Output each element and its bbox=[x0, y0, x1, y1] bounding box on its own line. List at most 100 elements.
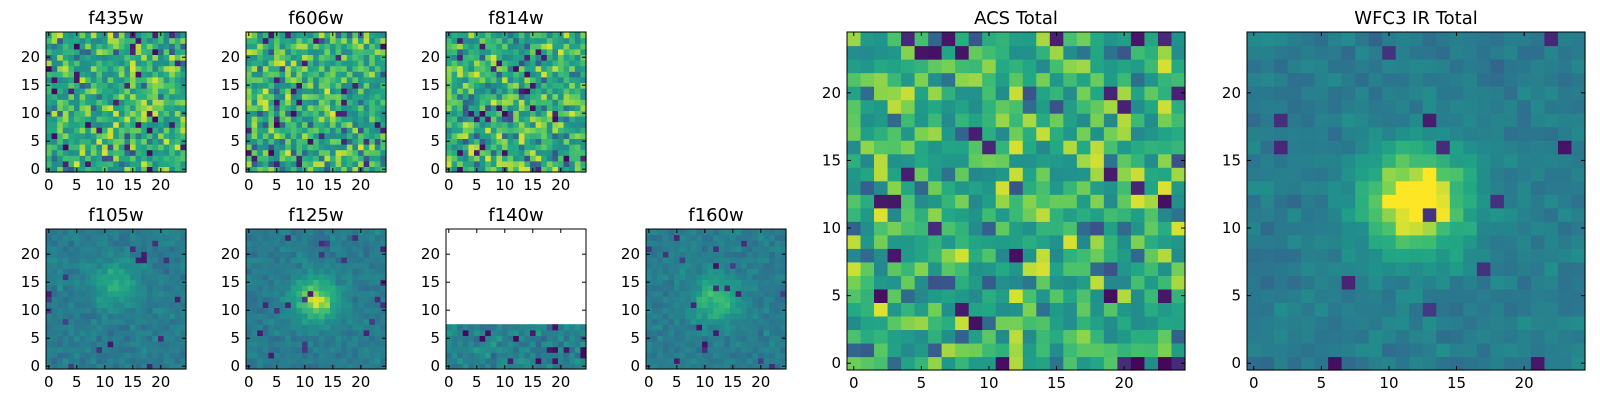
heatmap-cell bbox=[68, 251, 75, 258]
heatmap-cell bbox=[1103, 234, 1118, 249]
heatmap-cell bbox=[679, 245, 686, 252]
heatmap-cell bbox=[1009, 32, 1024, 47]
heatmap-cell bbox=[285, 65, 292, 72]
heatmap-cell bbox=[107, 318, 114, 325]
heatmap-cell bbox=[451, 166, 458, 173]
heatmap-cell bbox=[490, 99, 497, 106]
heatmap-cell bbox=[446, 149, 453, 156]
heatmap-cell bbox=[690, 301, 697, 308]
heatmap-cell bbox=[1517, 288, 1532, 303]
heatmap-cell bbox=[1287, 356, 1302, 371]
heatmap-cell bbox=[335, 149, 342, 156]
heatmap-cell bbox=[1395, 302, 1410, 317]
heatmap-cell bbox=[46, 257, 53, 264]
heatmap-cell bbox=[107, 48, 114, 55]
heatmap-cell bbox=[474, 104, 481, 111]
heatmap-cell bbox=[1157, 194, 1173, 209]
heatmap-cell bbox=[352, 110, 359, 117]
heatmap-cell bbox=[285, 329, 292, 336]
heatmap-cell bbox=[535, 149, 542, 156]
heatmap-cell bbox=[735, 245, 742, 252]
heatmap-cell bbox=[107, 60, 114, 67]
heatmap-cell bbox=[296, 88, 303, 95]
heatmap-cell bbox=[302, 234, 309, 241]
heatmap-cell bbox=[313, 166, 320, 173]
heatmap-cell bbox=[51, 307, 58, 314]
heatmap-cell bbox=[1144, 126, 1159, 141]
heatmap-cell bbox=[324, 290, 331, 297]
heatmap-cell bbox=[85, 76, 92, 83]
heatmap-cell bbox=[496, 149, 503, 156]
heatmap-cell bbox=[569, 116, 576, 123]
heatmap-cell bbox=[941, 315, 956, 331]
heatmap-cell bbox=[563, 127, 570, 134]
heatmap-cell bbox=[251, 160, 258, 167]
heatmap-cell bbox=[955, 194, 970, 209]
heatmap-cell bbox=[346, 335, 353, 342]
heatmap-cell bbox=[330, 234, 337, 241]
heatmap-cell bbox=[79, 307, 86, 314]
heatmap-cell bbox=[563, 32, 570, 39]
heatmap-cell bbox=[62, 149, 69, 156]
heatmap-cell bbox=[574, 127, 581, 134]
heatmap-cell bbox=[874, 59, 889, 74]
heatmap-cell bbox=[246, 71, 253, 78]
heatmap-cell bbox=[558, 110, 565, 117]
heatmap-cell bbox=[479, 149, 486, 156]
heatmap-cell bbox=[887, 167, 902, 182]
heatmap-cell bbox=[268, 346, 275, 353]
heatmap-cell bbox=[257, 341, 264, 348]
heatmap-cell bbox=[718, 324, 725, 331]
heatmap-cell bbox=[346, 268, 353, 275]
heatmap-cell bbox=[358, 54, 365, 61]
heatmap-cell bbox=[847, 221, 862, 236]
heatmap-cell bbox=[513, 76, 520, 83]
heatmap-cell bbox=[90, 290, 97, 297]
heatmap-cell bbox=[901, 207, 916, 222]
heatmap-cell bbox=[79, 132, 86, 139]
heatmap-cell bbox=[74, 301, 81, 308]
heatmap-cell bbox=[674, 234, 681, 241]
heatmap-cell bbox=[51, 43, 58, 50]
heatmap-cell bbox=[524, 144, 531, 151]
heatmap-cell bbox=[180, 144, 187, 151]
heatmap-cell bbox=[1009, 356, 1024, 371]
heatmap-cell bbox=[268, 132, 275, 139]
heatmap-cell bbox=[1171, 126, 1186, 141]
heatmap-cell bbox=[651, 262, 658, 269]
heatmap-cell bbox=[118, 341, 125, 348]
heatmap-cell bbox=[546, 363, 553, 370]
heatmap-cell bbox=[346, 363, 353, 370]
heatmap-cell bbox=[780, 296, 787, 303]
heatmap-cell bbox=[558, 329, 565, 336]
heatmap-cell bbox=[690, 313, 697, 320]
heatmap-cell bbox=[363, 54, 370, 61]
heatmap-cell bbox=[146, 240, 153, 247]
heatmap-cell bbox=[180, 121, 187, 128]
heatmap-cell bbox=[380, 71, 387, 78]
heatmap-cell bbox=[860, 59, 875, 74]
heatmap-cell bbox=[746, 313, 753, 320]
heatmap-cell bbox=[124, 363, 131, 370]
heatmap-cell bbox=[518, 144, 525, 151]
heatmap-cell bbox=[1247, 315, 1262, 331]
heatmap-cell bbox=[763, 324, 770, 331]
heatmap-cell bbox=[1009, 45, 1024, 60]
heatmap-cell bbox=[169, 54, 176, 61]
heatmap-cell bbox=[580, 357, 587, 364]
heatmap-cell bbox=[763, 329, 770, 336]
x-tick-label: 15 bbox=[523, 373, 542, 391]
heatmap-cell bbox=[107, 357, 114, 364]
heatmap-cell bbox=[341, 234, 348, 241]
heatmap-cell bbox=[307, 262, 314, 269]
heatmap-cell bbox=[318, 166, 325, 173]
heatmap-cell bbox=[318, 329, 325, 336]
heatmap-cell bbox=[1157, 329, 1173, 344]
heatmap-cell bbox=[380, 346, 387, 353]
heatmap-cell bbox=[152, 245, 159, 252]
heatmap-cell bbox=[1009, 275, 1024, 290]
heatmap-cell bbox=[180, 127, 187, 134]
heatmap-cell bbox=[569, 88, 576, 95]
heatmap-cell bbox=[774, 240, 781, 247]
heatmap-cell bbox=[302, 346, 309, 353]
